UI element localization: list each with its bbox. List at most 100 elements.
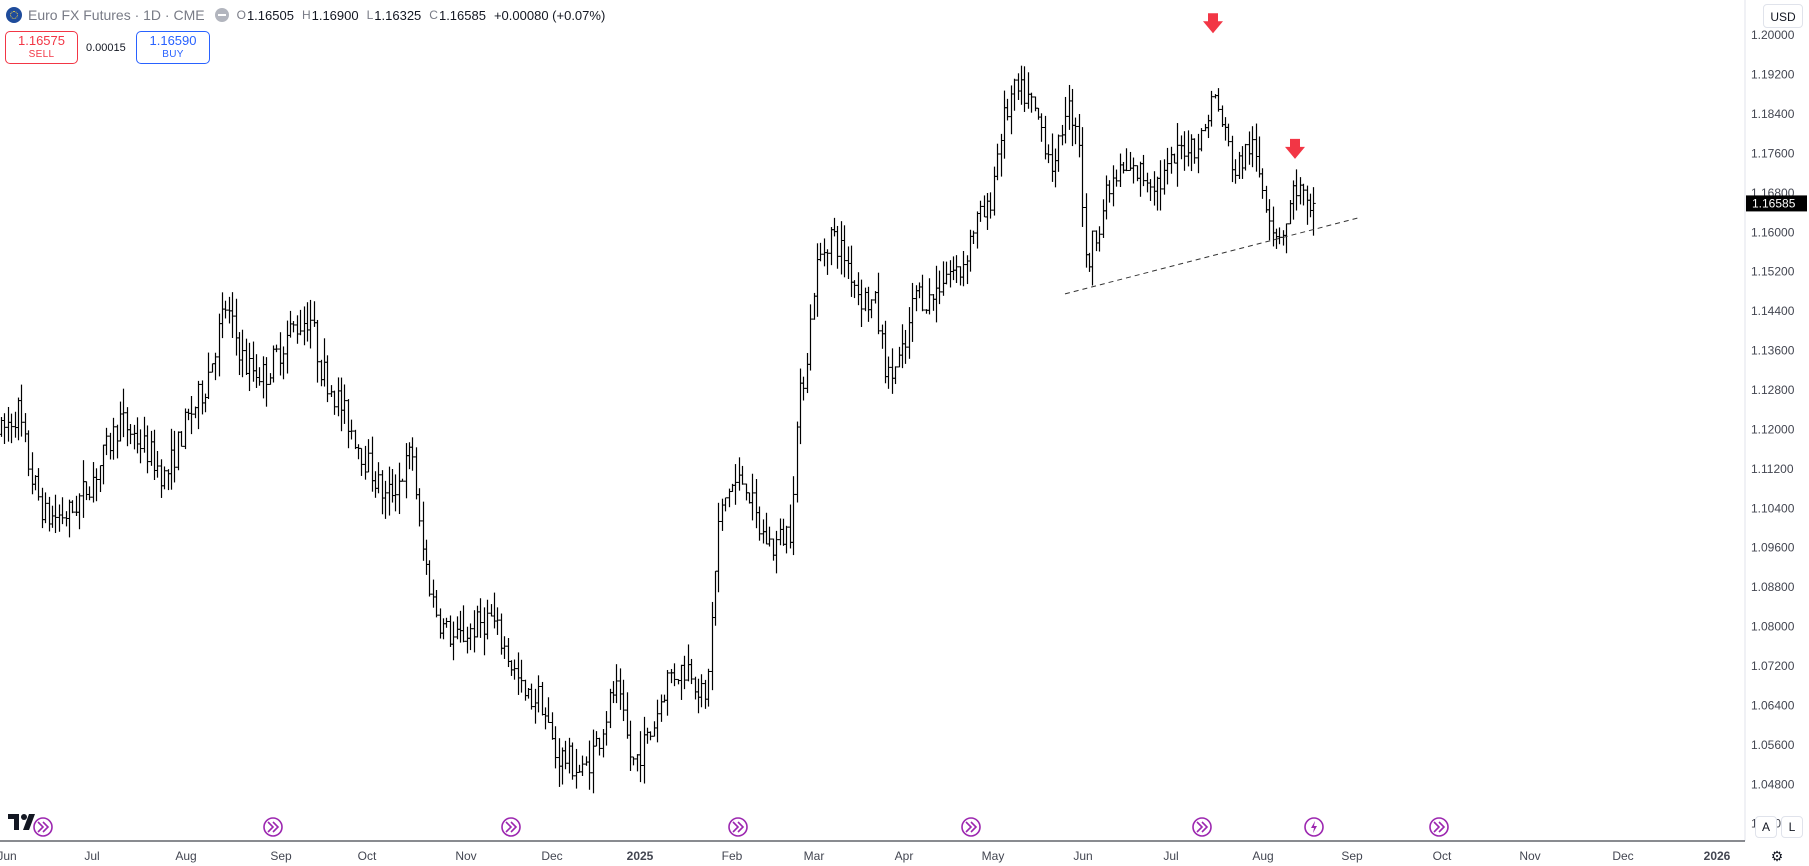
time-tick-label: Aug [175,849,196,863]
dividend-event-icon[interactable] [33,817,53,837]
down-arrow-icon[interactable] [1203,13,1223,34]
settings-gear-icon[interactable]: ⚙ [1770,848,1784,864]
time-tick-label: Oct [358,849,377,863]
ohlc-bar [621,679,626,722]
ohlc-bar [1094,230,1099,252]
ohlc-bar [645,727,650,744]
ohlc-bar [302,306,307,346]
ohlc-bar [217,313,222,377]
market-status-icon[interactable] [214,8,229,22]
ohlc-bar [183,408,188,450]
ohlc-bar [74,495,79,516]
ohlc-bar [9,413,14,444]
ohlc-bar [995,143,1000,181]
ohlc-bar [540,681,545,716]
ohlc-bar [897,346,902,368]
support-trendline[interactable] [1064,216,1361,295]
tradingview-logo-icon[interactable] [8,812,40,832]
ohlc-bar [342,384,347,424]
sell-button[interactable]: 1.16575 SELL [5,31,78,64]
ohlc-bar [1084,193,1089,268]
ohlc-bar [693,676,698,700]
dividend-event-icon[interactable] [263,817,283,837]
ohlc-bar [152,429,157,480]
time-tick-label: Jul [84,849,99,863]
log-scale-button[interactable]: L [1781,816,1803,838]
dividend-event-icon[interactable] [1192,817,1212,837]
ohlc-bar [274,344,279,353]
ohlc-bar [699,674,704,708]
ohlc-bar [26,430,31,477]
auto-scale-button[interactable]: A [1755,816,1777,838]
ohlc-bar [1070,88,1075,147]
price-axis[interactable]: 1.200001.192001.184001.176001.168001.160… [1744,0,1807,841]
ohlc-bar [890,348,895,394]
ohlc-bar [642,716,647,784]
ohlc-bar [961,250,966,287]
ohlc-bar [482,607,487,656]
high-label: H [301,8,311,22]
ohlc-bar [1291,180,1296,220]
ohlc-bar [247,342,252,392]
currency-select[interactable]: USD [1763,4,1803,28]
dividend-event-icon[interactable] [1429,817,1449,837]
ohlc-bar [176,431,181,471]
ohlc-bar [533,688,538,724]
ohlc-bar [723,497,728,512]
ohlc-bar [489,604,494,617]
ohlc-bar [781,518,786,546]
ohlc-bar [397,462,402,515]
ohlc-bar [179,431,184,447]
ohlc-bar [1019,65,1024,105]
ohlc-bar [47,496,52,532]
ohlc-bar [349,419,354,440]
time-axis[interactable]: Jun Jul Aug Sep Oct Nov Dec 2025 Feb Mar Apr May Jun… [0,840,1745,863]
ohlc-bar [448,615,453,647]
ohlc-bar [574,748,579,789]
ohlc-bar [196,380,201,430]
ohlc-bar [305,302,310,342]
ohlc-bar [523,679,528,701]
ohlc-bar [1077,114,1082,158]
ohlc-bar [914,285,919,312]
buy-price: 1.16590 [149,33,197,48]
dividend-event-icon[interactable] [728,817,748,837]
dividend-event-icon[interactable] [961,817,981,837]
ohlc-bar [1189,134,1194,172]
ohlc-bar [614,664,619,704]
ohlc-bar [308,299,313,349]
dividend-event-icon[interactable] [501,817,521,837]
price-tick-label: 1.12800 [1751,383,1795,397]
ohlc-bar [1073,117,1078,145]
ohlc-bar [257,367,262,386]
ohlc-bar [81,460,86,518]
ohlc-bar [1036,107,1041,120]
ohlc-bar [206,352,211,399]
ohlc-bar [213,352,218,381]
ohlc-bar [108,432,113,460]
ohlc-bar [815,243,820,317]
earnings-bolt-icon[interactable] [1304,817,1324,837]
ohlc-bar [910,282,915,342]
ohlc-bar [818,242,823,262]
buy-button[interactable]: 1.16590 BUY [136,31,210,64]
ohlc-bar [567,737,572,774]
ohlc-bar [978,200,983,222]
ohlc-bar [91,462,96,503]
ohlc-bar [1097,226,1102,252]
down-arrow-icon[interactable] [1285,138,1305,159]
ohlc-bar [774,530,779,574]
ohlc-bar [1281,230,1286,246]
ohlc-bar [475,605,480,638]
ohlc-bar [1254,123,1259,172]
ohlc-bar [70,500,75,514]
ohlc-bar [1016,73,1021,100]
ohlc-bar [1175,123,1180,187]
ohlc-bar [771,538,776,561]
symbol-title[interactable]: Euro FX Futures · 1D · CME [28,7,205,23]
ohlc-bar [84,481,89,501]
ohlc-bar [332,390,337,415]
ohlc-bar [1267,199,1272,241]
ohlc-bar [421,501,426,561]
